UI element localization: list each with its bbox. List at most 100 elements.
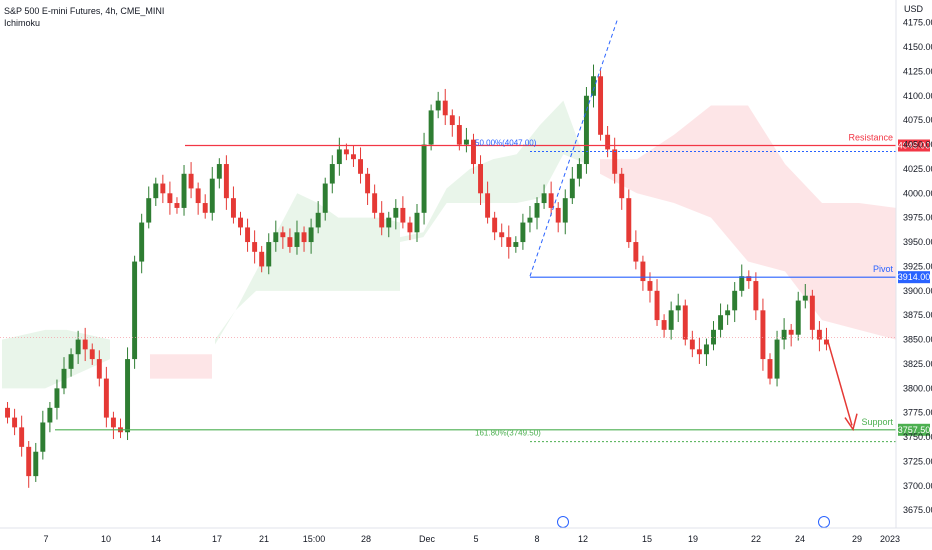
candle-body — [576, 164, 582, 179]
candle-body — [682, 305, 688, 340]
candle-body — [350, 154, 356, 160]
candle-body — [562, 198, 568, 223]
candle-body — [823, 339, 829, 345]
level-label-pivot: Pivot — [873, 264, 894, 274]
candle-body — [647, 281, 653, 291]
ichimoku-cloud — [2, 100, 896, 389]
x-tick-label: 19 — [688, 534, 698, 544]
candle-body — [753, 281, 759, 311]
candle-body — [386, 217, 392, 228]
candle-body — [61, 368, 67, 389]
candle-body — [68, 354, 74, 369]
y-tick-label: 3675.00 — [903, 505, 932, 515]
candle-body — [435, 100, 441, 111]
candle-body — [407, 222, 413, 233]
candle-body — [640, 261, 646, 282]
candle-body — [626, 198, 632, 243]
candle-body — [598, 76, 604, 135]
candle-body — [223, 164, 229, 199]
candle-body — [711, 329, 716, 345]
y-tick-label: 3700.00 — [903, 481, 932, 491]
candle-body — [428, 110, 434, 145]
candle-body — [160, 183, 166, 194]
candle-body — [675, 305, 681, 311]
candle-body — [548, 193, 554, 208]
candle-body — [280, 232, 286, 238]
candle-body — [732, 290, 738, 311]
candle-body — [125, 359, 131, 433]
x-tick-label: 21 — [259, 534, 269, 544]
candle-body — [146, 198, 152, 223]
price-axis[interactable]: 3675.00 3700.00 3725.00 3750.00 3775.00 3800.… — [903, 18, 932, 516]
candle-body — [329, 164, 335, 184]
candle-body — [661, 320, 667, 330]
cloud-span — [150, 354, 212, 379]
candle-body — [322, 183, 328, 213]
candle-body — [216, 164, 222, 179]
candle-body — [230, 198, 236, 218]
candle-body — [718, 315, 724, 330]
x-tick-label: 24 — [795, 534, 805, 544]
candle-body — [619, 173, 625, 199]
y-tick-label: 3825.00 — [903, 359, 932, 369]
cloud-span — [215, 193, 400, 345]
candle-body — [139, 222, 145, 262]
candle-body — [703, 344, 709, 355]
candle-body — [181, 173, 187, 208]
candle-body — [478, 164, 484, 194]
y-tick-label: 3850.00 — [903, 335, 932, 345]
candle-body — [555, 207, 561, 223]
candle-body — [506, 237, 512, 247]
candle-body — [75, 339, 81, 355]
candle-body — [167, 193, 173, 204]
candle-body — [209, 178, 215, 213]
x-tick-label: 28 — [361, 534, 371, 544]
y-tick-label: 3875.00 — [903, 310, 932, 320]
candle-body — [421, 144, 427, 213]
candle-body — [654, 290, 660, 321]
candle-body — [103, 378, 109, 418]
candle-body — [89, 349, 95, 360]
candle-body — [471, 139, 476, 165]
y-tick-label: 3725.00 — [903, 456, 932, 466]
candle-body — [767, 359, 773, 379]
candle-body — [781, 329, 787, 340]
candle-body — [12, 417, 18, 428]
candle-body — [746, 276, 752, 282]
candle-body — [245, 227, 251, 243]
y-tick-label: 4000.00 — [903, 188, 932, 198]
level-tag-resistance — [898, 139, 930, 152]
projection-line — [529, 17, 619, 277]
levels-layer: Resistance 4049.00 Pivot 3914.00 Support 3757… — [0, 133, 930, 436]
candle-body — [591, 76, 596, 96]
candle-body — [273, 232, 279, 243]
candle-body — [520, 222, 526, 243]
candle-body — [252, 242, 258, 252]
level-label-resistance: Resistance — [848, 133, 893, 143]
time-axis[interactable]: 7 10 14 17 21 15:00 28 Dec 5 8 12 15 19 22 24 29 2023 — [43, 534, 900, 544]
candle-body — [816, 329, 822, 340]
candle-body — [456, 125, 462, 145]
x-tick-label: 7 — [43, 534, 48, 544]
candle-body — [287, 237, 293, 247]
candle-body — [513, 242, 519, 247]
x-tick-label: 14 — [151, 534, 161, 544]
candle-body — [153, 183, 159, 199]
candle-body — [301, 232, 307, 243]
candle-body — [379, 212, 385, 228]
x-tick-label: 17 — [212, 534, 222, 544]
candle-body — [696, 349, 702, 355]
candle-body — [365, 173, 371, 194]
candle-body — [238, 217, 243, 228]
candle-body — [202, 203, 208, 213]
forecast-arrow-head — [844, 413, 858, 432]
x-tick-label: 22 — [751, 534, 761, 544]
y-tick-label: 4175.00 — [903, 18, 932, 28]
candle-body — [132, 261, 138, 360]
y-tick-label: 3800.00 — [903, 383, 932, 393]
candle-body — [739, 276, 745, 291]
candle-body — [802, 295, 808, 301]
y-tick-label: 3775.00 — [903, 408, 932, 418]
forecast-arrow — [827, 341, 853, 426]
